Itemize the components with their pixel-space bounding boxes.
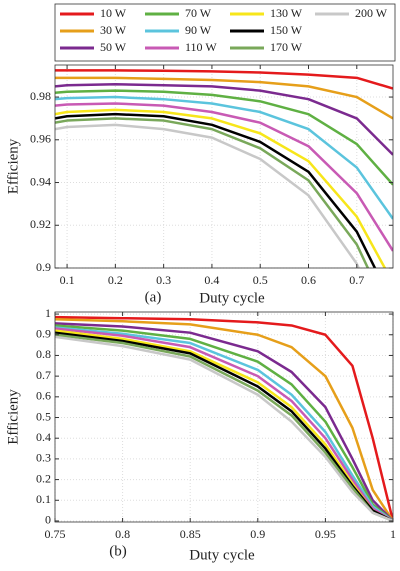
- y-tick-label: 0.4: [36, 430, 51, 444]
- x-tick-label: 0.1: [60, 273, 75, 287]
- x-axis-label: Duty cycle: [199, 290, 265, 306]
- x-tick-label: 0.85: [180, 527, 201, 541]
- x-tick-label: 0.75: [45, 527, 66, 541]
- legend-label: 70 W: [185, 6, 212, 20]
- series-line: [55, 317, 393, 522]
- legend-label: 90 W: [185, 23, 212, 37]
- series-line: [55, 322, 393, 522]
- y-tick-label: 0.3: [36, 451, 51, 465]
- series-line: [55, 117, 370, 268]
- x-axis-label: Duty cycle: [189, 547, 255, 563]
- series-line: [55, 89, 393, 186]
- series-line: [55, 112, 377, 268]
- series-line: [55, 95, 393, 220]
- axes-frame: [54, 311, 394, 523]
- series-line: [55, 326, 393, 522]
- legend-label: 50 W: [100, 40, 127, 54]
- x-tick-label: 0.3: [156, 273, 171, 287]
- series-line: [55, 329, 393, 522]
- y-tick-label: 0.6: [36, 389, 51, 403]
- x-tick-label: 0.7: [349, 273, 364, 287]
- x-tick-label: 0.8: [115, 527, 130, 541]
- panel-label: (a): [145, 289, 162, 305]
- series-line: [55, 331, 393, 522]
- x-tick-label: 0.2: [108, 273, 123, 287]
- y-axis-label: Efficieny: [5, 138, 21, 194]
- y-tick-label: 0.92: [30, 217, 51, 231]
- series-line: [55, 102, 393, 252]
- y-tick-label: 1: [45, 306, 51, 320]
- y-tick-label: 0.9: [36, 327, 51, 341]
- series-line: [55, 324, 393, 522]
- y-tick-label: 0.2: [36, 471, 51, 485]
- series-line: [55, 82, 393, 156]
- legend-label: 10 W: [100, 6, 127, 20]
- x-tick-label: 0.5: [253, 273, 268, 287]
- x-tick-label: 0.4: [204, 273, 219, 287]
- legend-label: 150 W: [270, 23, 303, 37]
- y-axis-label: Efficieny: [5, 389, 21, 445]
- x-tick-label: 0.9: [250, 527, 265, 541]
- x-tick-label: 0.6: [301, 273, 316, 287]
- series-line: [55, 335, 393, 522]
- y-tick-label: 0.96: [30, 132, 51, 146]
- y-tick-label: 0: [45, 513, 51, 527]
- series-line: [55, 315, 393, 522]
- legend-label: 30 W: [100, 23, 127, 37]
- y-tick-label: 0.1: [36, 492, 51, 506]
- legend-label: 130 W: [270, 6, 303, 20]
- series-line: [55, 76, 393, 120]
- legend-label: 110 W: [185, 40, 217, 54]
- plot-area: [55, 69, 393, 268]
- y-tick-label: 0.7: [36, 368, 51, 382]
- legend-label: 200 W: [355, 6, 388, 20]
- y-tick-label: 0.5: [36, 409, 51, 423]
- y-tick-label: 0.98: [30, 89, 51, 103]
- panel-label: (b): [109, 543, 127, 559]
- legend-label: 170 W: [270, 40, 303, 54]
- series-line: [55, 123, 360, 268]
- plot-area: [55, 315, 393, 522]
- x-tick-label: 1: [390, 527, 396, 541]
- y-tick-label: 0.8: [36, 347, 51, 361]
- series-line: [55, 327, 393, 522]
- series-line: [55, 108, 387, 268]
- y-tick-label: 0.9: [36, 260, 51, 274]
- x-tick-label: 0.95: [315, 527, 336, 541]
- axes-frame: [54, 64, 394, 269]
- series-line: [55, 69, 393, 90]
- y-tick-label: 0.94: [30, 174, 51, 188]
